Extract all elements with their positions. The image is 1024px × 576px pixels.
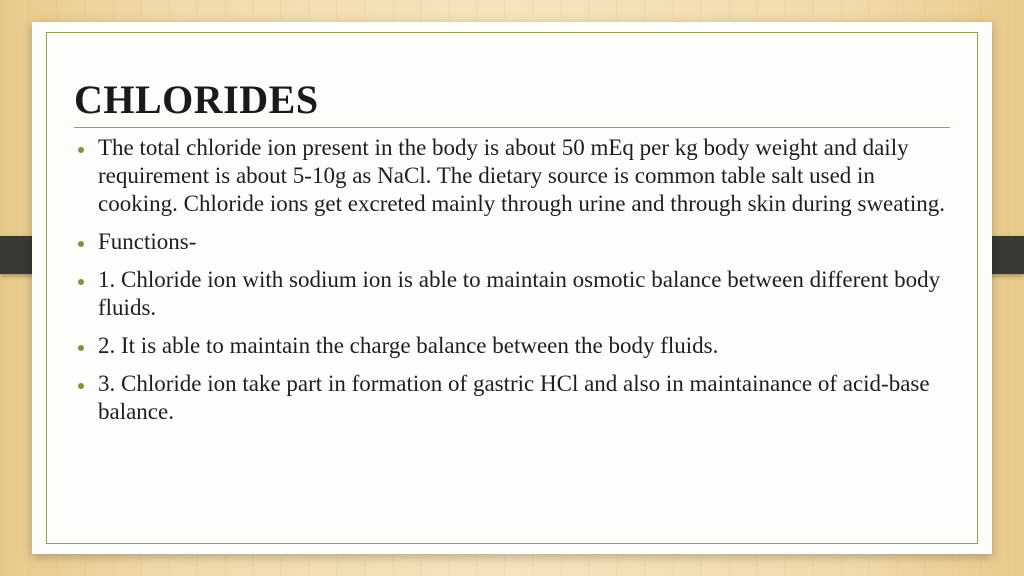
list-item: Functions- xyxy=(74,228,950,256)
title-underline xyxy=(74,127,950,128)
list-item: 2. It is able to maintain the charge bal… xyxy=(74,332,950,360)
list-item: The total chloride ion present in the bo… xyxy=(74,134,950,218)
slide-content: CHLORIDES The total chloride ion present… xyxy=(74,76,950,436)
bullet-list: The total chloride ion present in the bo… xyxy=(74,134,950,426)
list-item: 3. Chloride ion take part in formation o… xyxy=(74,370,950,426)
list-item: 1. Chloride ion with sodium ion is able … xyxy=(74,266,950,322)
slide-title: CHLORIDES xyxy=(74,76,950,123)
slide-paper: CHLORIDES The total chloride ion present… xyxy=(32,22,992,554)
